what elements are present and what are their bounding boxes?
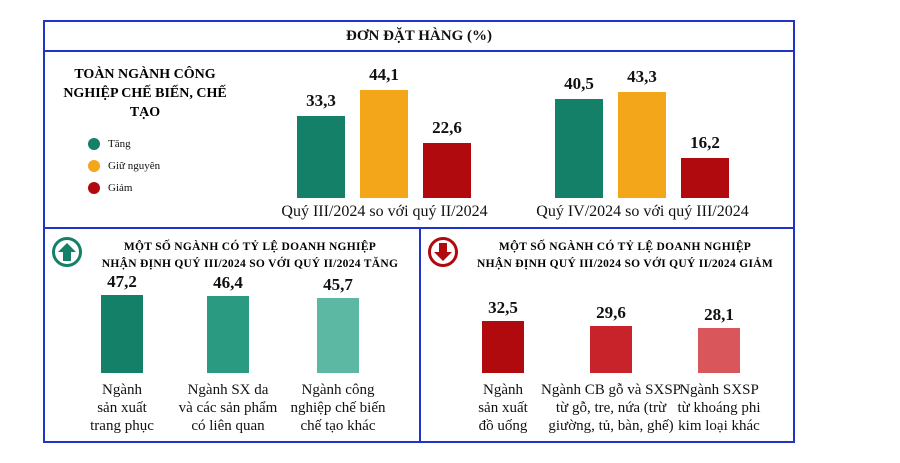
bar [482,321,524,373]
legend-item: Giảm [88,182,132,194]
value-label: 29,6 [596,302,626,322]
category-label: Quý IV/2024 so với quý III/2024 [536,203,749,220]
legend-swatch [88,182,100,194]
arrow-up-circle-icon [52,237,82,267]
bar [317,297,359,373]
divider [419,227,421,443]
arrow-down-circle-icon [428,237,458,267]
value-label: 47,2 [107,272,137,292]
legend-item: Tăng [88,138,131,150]
value-label: 46,4 [213,273,243,293]
bar [698,328,740,373]
category-label: Quý III/2024 so với quý II/2024 [281,203,488,220]
category-label: Ngành SX da và các sản phẩm có liên quan [178,382,278,434]
decrease-chart-title: MỘT SỐ NGÀNH CÓ TỶ LỆ DOANH NGHIỆP NHẬN Đ… [465,239,785,273]
value-label: 44,1 [369,64,399,84]
value-label: 45,7 [323,274,353,294]
top-chart-title: TOÀN NGÀNH CÔNG NGHIỆP CHẾ BIẾN, CHẾ TẠO [63,67,227,120]
bar [360,89,408,198]
bar [681,158,729,198]
value-label: 32,5 [488,298,518,317]
legend-swatch [88,160,100,172]
bar [555,98,603,198]
category-label: Ngành CB gỗ và SXSP từ gỗ, tre, nứa (trừ g… [540,382,682,434]
value-label: 16,2 [690,133,720,153]
category-label: Ngành sản xuất đồ uống [478,382,528,434]
legend-item: Giữ nguyên [88,160,160,172]
category-label: Ngành SXSP từ khoáng phi kim loại khác [677,382,761,434]
legend-label: Giảm [108,182,133,194]
category-label: Ngành công nghiệp chế biến chế tạo khác [290,382,386,434]
legend-label: Giữ nguyên [108,160,161,172]
legend-swatch [88,138,100,150]
value-label: 22,6 [432,117,462,137]
bar [423,142,471,198]
value-label: 28,1 [704,305,734,325]
title-line: MỘT SỐ NGÀNH CÓ TỶ LỆ DOANH NGHIỆP [123,241,377,253]
value-label: 43,3 [627,66,657,86]
bar [101,295,143,373]
title-line: NHẬN ĐỊNH QUÝ III/2024 SO VỚI QUÝ II/202… [101,258,399,270]
title-line: MỘT SỐ NGÀNH CÓ TỶ LỆ DOANH NGHIỆP [498,241,752,253]
category-label: Ngành sản xuất trang phục [90,382,154,434]
bar [207,296,249,373]
legend-label: Tăng [108,138,131,150]
title-frame [43,20,795,52]
title-line: NHẬN ĐỊNH QUÝ III/2024 SO VỚI QUÝ II/202… [476,258,773,270]
bar [590,325,632,373]
value-label: 40,5 [564,73,594,93]
bar [297,116,345,198]
bar [618,91,666,198]
increase-chart-title: MỘT SỐ NGÀNH CÓ TỶ LỆ DOANH NGHIỆP NHẬN Đ… [90,239,410,273]
page-title: ĐƠN ĐẶT HÀNG (%) [346,28,492,44]
value-label: 33,3 [306,91,336,111]
